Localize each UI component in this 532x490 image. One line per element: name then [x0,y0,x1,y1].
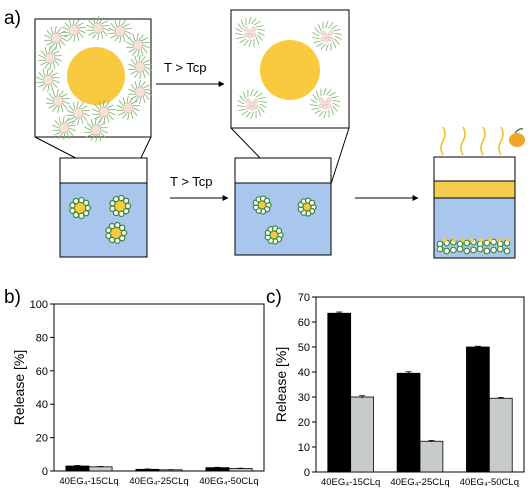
zoom-line-right-2 [328,127,350,191]
y-tick-label: 20 [36,433,48,445]
panel-a-label: a) [4,8,21,29]
zoom-after-content [235,16,342,120]
chart-c: 0 10 20 30 40 50 60 70 Release [%] 40EG₄-15CLq 40E… [273,292,525,488]
bar [466,346,490,473]
aroma-drop-icon [509,128,525,147]
y-tick-label: 70 [298,292,310,304]
x-tick-label: 40EG₄-50CLq [199,476,258,487]
panel-c-label: c) [266,287,282,308]
beaker-before [59,157,148,258]
y-tick-label: 40 [36,399,48,411]
bar [88,466,113,472]
y-tick-label: 50 [298,342,310,354]
y-tick-label: 30 [298,392,310,404]
y-tick-label: 0 [304,467,310,479]
chart-b: 0 20 40 60 80 100 Release [%] 40EG₄-15CLq 40EG₄-… [11,299,265,487]
panel-a: a) T > Tcp T > Tcp [4,8,525,259]
x-tick-label: 40EG₄-50CLq [460,477,519,488]
y-tick-label: 100 [30,299,48,311]
plot-frame [53,303,265,472]
x-tick-label: 40EG₄-15CLq [321,477,380,488]
x-tick-label: 40EG₄-25CLq [129,476,188,487]
y-tick-label: 0 [42,466,48,478]
y-tick-label: 10 [298,442,310,454]
bar [350,396,374,473]
y-axis-label: Release [%] [11,350,27,425]
panel-b-label: b) [4,287,21,308]
bar [205,467,230,472]
beaker-separated [433,126,525,259]
y-tick-label: 80 [36,332,48,344]
panel-b: b) 0 20 40 60 80 100 Release [%] 40EG₄-15CLq 40E… [4,287,265,487]
bar [488,397,513,473]
y-axis-label: Release [%] [273,347,289,422]
x-tick-label: 40EG₄-15CLq [59,476,118,487]
heating-arrow-top-label: T > Tcp [164,60,207,75]
bar [396,372,421,473]
beaker-after [234,157,332,256]
bar [228,468,253,472]
bar [327,312,352,473]
y-tick-label: 20 [298,417,310,429]
heating-arrow-bottom-label: T > Tcp [170,174,213,189]
y-tick-label: 60 [298,317,310,329]
y-tick-label: 60 [36,366,48,378]
x-tick-label: 40EG₄-25CLq [390,477,449,488]
bar [65,465,90,472]
zoom-before-content [36,15,152,143]
panel-c: c) 0 10 20 30 40 50 60 70 Release [%] 40EG₄-15CLq… [266,287,525,488]
y-tick-label: 40 [298,367,310,379]
bar [419,440,444,473]
